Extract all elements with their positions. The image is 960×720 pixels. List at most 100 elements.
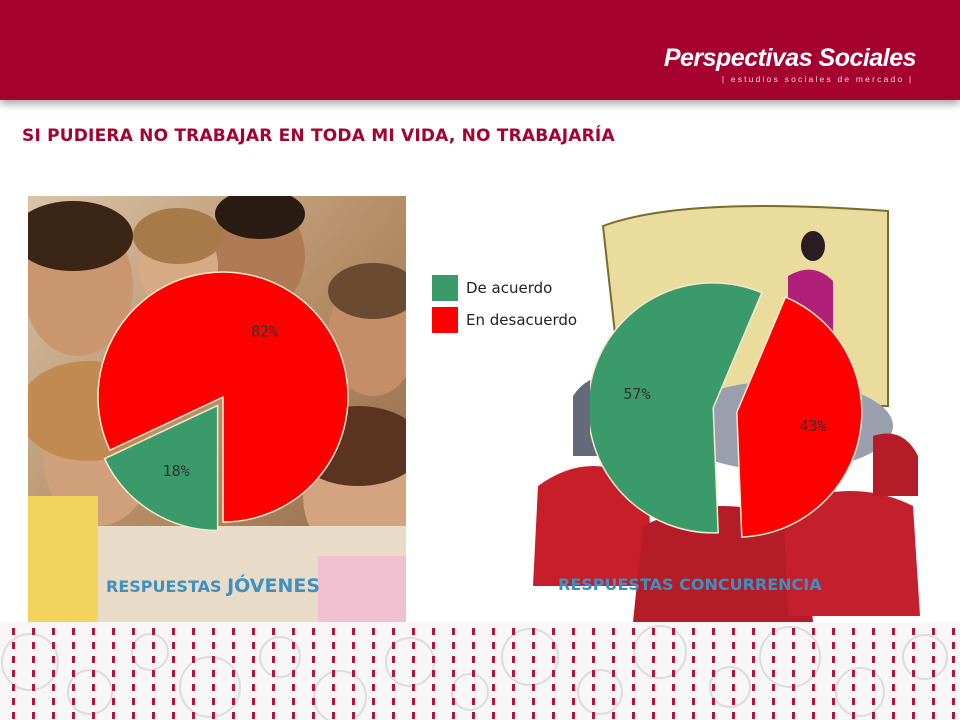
chart-legend: De acuerdo En desacuerdo <box>432 272 577 336</box>
footer-dot <box>212 628 215 635</box>
footer-dot <box>292 656 295 663</box>
footer-dot <box>612 642 615 649</box>
footer-dot <box>812 712 815 719</box>
footer-dot <box>852 628 855 635</box>
footer-dot <box>752 628 755 635</box>
footer-dot <box>932 698 935 705</box>
footer-dot <box>852 656 855 663</box>
footer-dot <box>472 642 475 649</box>
footer-dot <box>412 628 415 635</box>
footer-dot <box>52 670 55 677</box>
legend-swatch-red <box>432 307 458 333</box>
footer-dot <box>132 684 135 691</box>
footer-dot <box>112 712 115 719</box>
footer-dot <box>912 656 915 663</box>
footer-dot <box>172 656 175 663</box>
footer-dot <box>52 642 55 649</box>
footer-dot <box>52 656 55 663</box>
footer-dot <box>572 642 575 649</box>
footer-dot <box>352 628 355 635</box>
footer-dot <box>652 642 655 649</box>
footer-dot <box>852 712 855 719</box>
footer-dot <box>72 656 75 663</box>
footer-dot <box>92 712 95 719</box>
footer-dot <box>852 684 855 691</box>
footer-dot <box>392 628 395 635</box>
footer-dot <box>492 628 495 635</box>
footer-dot <box>172 642 175 649</box>
footer-dot <box>472 670 475 677</box>
footer-dot <box>52 712 55 719</box>
footer-dot <box>652 712 655 719</box>
footer-dot <box>232 670 235 677</box>
footer-dot <box>392 642 395 649</box>
pie-slice-en-desacuerdo <box>736 296 863 538</box>
footer-dot <box>672 656 675 663</box>
caption-concurrence: RESPUESTAS CONCURRENCIA <box>558 575 822 594</box>
footer-dot <box>132 698 135 705</box>
footer-dot <box>812 642 815 649</box>
footer-dot <box>452 712 455 719</box>
footer-dot <box>212 670 215 677</box>
footer-dot <box>312 684 315 691</box>
footer-dot <box>532 684 535 691</box>
footer-dot <box>712 684 715 691</box>
footer-dot <box>92 628 95 635</box>
footer-dot <box>852 698 855 705</box>
footer-dot <box>532 670 535 677</box>
footer-dot <box>692 712 695 719</box>
footer-dot <box>192 628 195 635</box>
footer-dot <box>12 656 15 663</box>
footer-dot <box>952 628 955 635</box>
footer-dot <box>732 698 735 705</box>
footer-dot <box>792 656 795 663</box>
footer-dot <box>532 712 535 719</box>
footer-dot <box>292 628 295 635</box>
footer-dot <box>412 670 415 677</box>
footer-dot <box>512 628 515 635</box>
footer-dot <box>892 642 895 649</box>
caption-youth: RESPUESTAS JÓVENES <box>106 575 320 597</box>
footer-dot <box>732 684 735 691</box>
footer-dot <box>592 698 595 705</box>
footer-dot <box>472 698 475 705</box>
footer-dot <box>692 656 695 663</box>
footer-dot <box>732 656 735 663</box>
footer-dot <box>892 656 895 663</box>
footer-dot <box>932 642 935 649</box>
footer-dot <box>952 670 955 677</box>
footer-dot <box>652 670 655 677</box>
footer-dot <box>892 712 895 719</box>
footer-dot <box>92 670 95 677</box>
footer-dot <box>192 642 195 649</box>
footer-dot <box>252 656 255 663</box>
footer-dot <box>92 656 95 663</box>
footer-dot <box>492 670 495 677</box>
footer-dot <box>912 684 915 691</box>
footer-dot <box>392 684 395 691</box>
footer-dot <box>812 628 815 635</box>
footer-dot <box>632 628 635 635</box>
footer-dot <box>192 698 195 705</box>
footer-dot <box>552 698 555 705</box>
footer-dot <box>372 642 375 649</box>
footer-dot <box>552 670 555 677</box>
footer-dot <box>712 712 715 719</box>
footer-dot <box>712 698 715 705</box>
footer-dot <box>792 684 795 691</box>
footer-dot <box>852 670 855 677</box>
footer-dot <box>792 642 795 649</box>
footer-dot <box>352 642 355 649</box>
page-title: SI PUDIERA NO TRABAJAR EN TODA MI VIDA, … <box>22 126 615 146</box>
footer-dot <box>512 670 515 677</box>
footer-dot <box>332 642 335 649</box>
footer-dot <box>212 712 215 719</box>
footer-dot <box>272 684 275 691</box>
footer-dot <box>932 712 935 719</box>
footer-dot <box>612 670 615 677</box>
footer-dot <box>32 698 35 705</box>
footer-dot <box>312 628 315 635</box>
footer-dot <box>792 698 795 705</box>
footer-dot <box>652 684 655 691</box>
footer-dot <box>412 698 415 705</box>
